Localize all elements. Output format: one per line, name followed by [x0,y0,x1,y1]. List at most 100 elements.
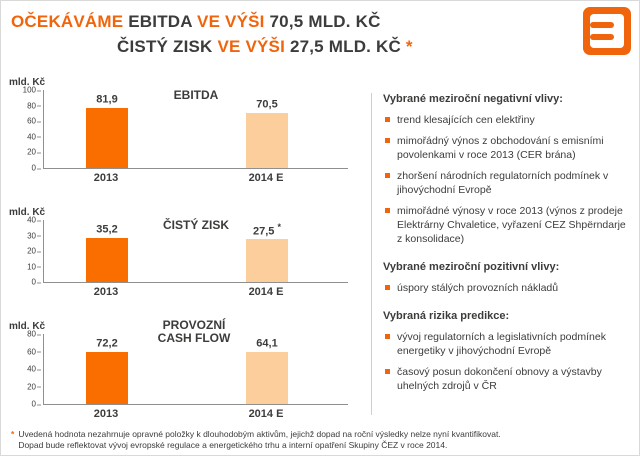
slide-title: OČEKÁVÁME EBITDA VE VÝŠI 70,5 MLD. KČ ČI… [11,9,413,59]
section-heading: Vybraná rizika predikce: [383,310,510,322]
section-heading: Vybrané meziroční pozitivní vlivy: [383,261,560,273]
bar-2014e [246,351,288,404]
bar-2013 [86,107,128,168]
section-heading: Vybrané meziroční negativní vlivy: [383,93,563,105]
bullet-square-icon [385,117,390,122]
bullet-square-icon [385,208,390,213]
vertical-divider [371,93,372,415]
bar-2014e [246,113,288,168]
bar-group-2014e: 64,1 [246,334,288,404]
bar-group-2013: 72,2 [86,334,128,404]
chart-ebitda: mld. Kč 100 80 60 40 20 0 EBITDA 81,9 70… [7,77,365,185]
chart-title: PROVOZNÍ CASH FLOW [157,318,231,345]
y-tick-label: 0 [8,278,41,287]
x-category-label: 2014 E [248,286,284,298]
x-axis-labels: 2013 2014 E [43,283,347,299]
bullet-text: mimořádné výnosy v roce 2013 (výnos z pr… [397,205,626,245]
bar-group-2013: 35,2 [86,220,128,282]
x-category-label: 2013 [93,286,119,298]
x-axis-labels: 2013 2014 E [43,405,347,421]
bar-value-label: 70,5 [256,99,278,112]
plot-area: 80 60 40 20 0 PROVOZNÍ CASH FLOW 72,2 64… [27,319,348,409]
y-tick-label: 60 [8,347,41,356]
bar-value-label: 64,1 [256,337,278,350]
y-axis-unit-label: mld. Kč [9,321,46,332]
bar-2014e [246,239,288,282]
bar-value-label: 35,2 [96,223,118,236]
bullet-item: zhoršení národních regulatorních podmíne… [383,169,633,197]
y-tick-label: 80 [8,330,41,339]
bullet-item: vývoj regulatorních a legislativních pod… [383,330,633,358]
bullet-text: úspory stálých provozních nákladů [397,282,559,294]
bullet-item: mimořádný výnos z obchodování s emisními… [383,134,633,162]
bar-2013 [86,351,128,404]
section-prediction-risks: Vybraná rizika predikce: vývoj regulator… [383,310,633,393]
title-line-1: OČEKÁVÁME EBITDA VE VÝŠI 70,5 MLD. KČ [11,9,413,34]
plot-area: 100 80 60 40 20 0 EBITDA 81,9 70,5 [23,86,348,173]
title-segment: OČEKÁVÁME [11,12,124,31]
bullet-text: časový posun dokončení obnovy a výstavby… [397,366,602,392]
y-tick-label: 20 [8,247,41,256]
bullet-square-icon [385,369,390,374]
y-tick-label: 30 [8,231,41,240]
y-tick-label: 40 [8,216,41,225]
chart-title: ČISTÝ ZISK [162,218,229,232]
charts-column: mld. Kč 100 80 60 40 20 0 EBITDA 81,9 70… [7,77,365,443]
chart-provozni-cash-flow: mld. Kč 80 60 40 20 0 PROVOZNÍ CASH FLOW… [7,319,365,421]
bullet-square-icon [385,138,390,143]
bar-value-label: 27,5 * [253,221,281,238]
section-negative-effects: Vybrané meziroční negativní vlivy: trend… [383,93,633,246]
bar-value-label: 81,9 [96,93,118,106]
y-tick-label: 20 [8,382,41,391]
title-footnote-asterisk: * [405,37,413,56]
y-tick-label: 0 [8,164,41,173]
section-positive-effects: Vybrané meziroční pozitivní vlivy: úspor… [383,261,633,295]
y-tick-label: 60 [8,117,41,126]
chart-title: EBITDA [173,88,219,102]
y-tick-label: 0 [8,400,41,409]
bullet-square-icon [385,173,390,178]
plot-area: 40 30 20 10 0 ČISTÝ ZISK 35,2 27,5 * [27,216,348,287]
bar-2013 [86,237,128,282]
x-axis-labels: 2013 2014 E [43,169,347,185]
commentary-column: Vybrané meziroční negativní vlivy: trend… [383,93,633,408]
y-tick-label: 40 [8,132,41,141]
x-category-label: 2014 E [248,408,284,420]
chart-cisty-zisk: mld. Kč 40 30 20 10 0 ČISTÝ ZISK 35,2 27… [7,207,365,299]
bullet-square-icon [385,285,390,290]
y-tick-label: 100 [8,86,41,95]
bullet-text: zhoršení národních regulatorních podmíne… [397,170,609,196]
title-segment: ČISTÝ ZISK [117,37,213,56]
title-segment: EBITDA [128,12,193,31]
bullet-item: trend klesajících cen elektřiny [383,113,633,127]
bullet-text: vývoj regulatorních a legislativních pod… [397,331,606,357]
bar-group-2014e: 70,5 [246,90,288,168]
bullet-text: trend klesajících cen elektřiny [397,114,535,126]
footnote: * Uvedená hodnota nezahrnuje opravné pol… [11,429,633,451]
footnote-text: Uvedená hodnota nezahrnuje opravné polož… [18,429,500,451]
x-category-label: 2013 [93,408,119,420]
y-axis-unit-label: mld. Kč [9,77,46,88]
title-segment: 27,5 MLD. KČ [289,37,401,56]
title-segment: 70,5 MLD. KČ [269,12,381,31]
title-segment: VE VÝŠI [217,37,285,56]
bullet-square-icon [385,334,390,339]
title-segment: VE VÝŠI [197,12,265,31]
footnote-line-2: Dopad bude reflektovat vývoj evropské re… [18,440,448,450]
bullet-item: časový posun dokončení obnovy a výstavby… [383,365,633,393]
bullet-item: úspory stálých provozních nákladů [383,281,633,295]
bar-group-2014e: 27,5 * [246,220,288,282]
bullet-item: mimořádné výnosy v roce 2013 (výnos z pr… [383,204,633,246]
y-axis-unit-label: mld. Kč [9,207,46,218]
x-category-label: 2014 E [248,172,284,184]
y-tick-label: 40 [8,365,41,374]
y-tick-label: 80 [8,101,41,110]
bar-group-2013: 81,9 [86,90,128,168]
footnote-line-1: Uvedená hodnota nezahrnuje opravné polož… [18,429,501,439]
x-category-label: 2013 [93,172,119,184]
y-tick-label: 20 [8,148,41,157]
cez-logo-icon [583,7,631,55]
title-line-2: ČISTÝ ZISK VE VÝŠI 27,5 MLD. KČ * [117,34,413,59]
y-tick-label: 10 [8,262,41,271]
